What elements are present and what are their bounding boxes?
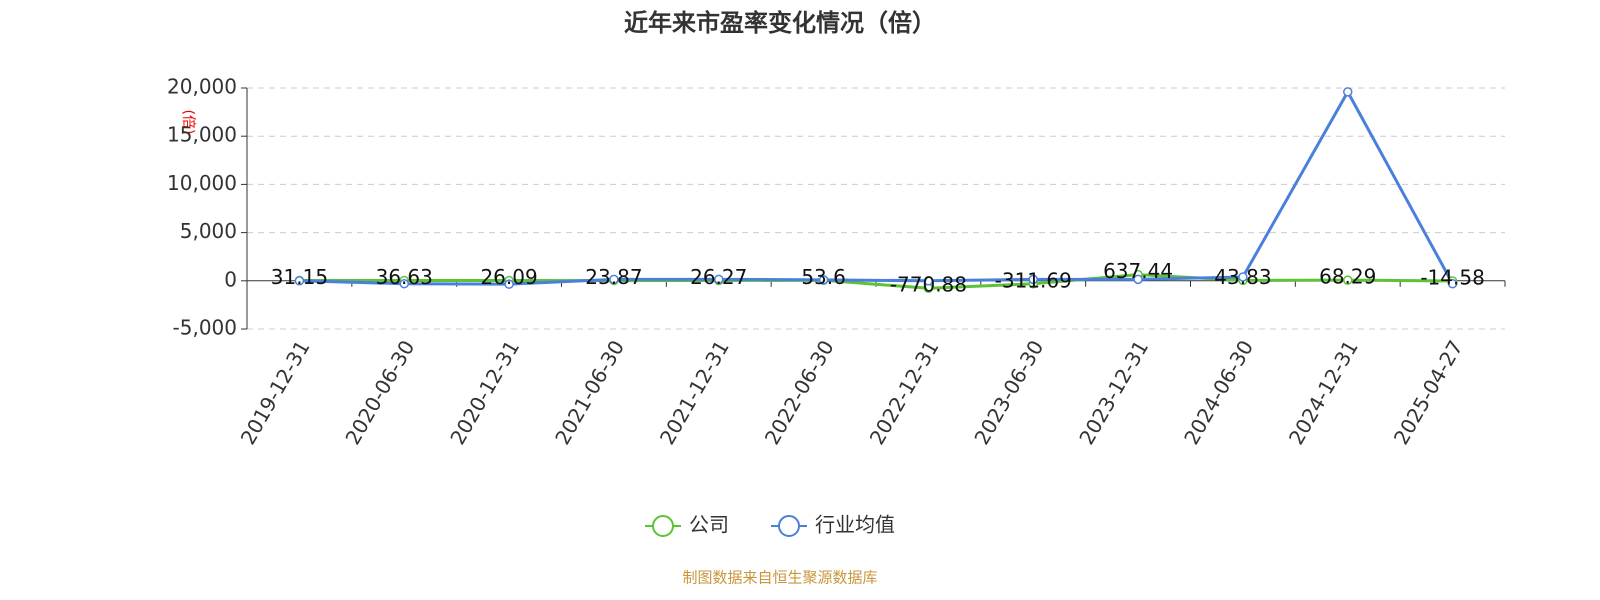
- point: [1238, 272, 1248, 282]
- data-label: 26.27: [690, 265, 747, 289]
- y-tick-label: 20,000: [167, 75, 237, 99]
- x-tick-label: 2022-06-30: [760, 336, 839, 449]
- x-tick-label: 2022-12-31: [865, 336, 944, 449]
- y-tick-label: 5,000: [180, 219, 237, 243]
- data-label: 68.29: [1319, 265, 1376, 289]
- legend-marker: [778, 515, 800, 537]
- legend-item: 公司: [645, 513, 729, 537]
- data-label: 637.44: [1103, 259, 1173, 283]
- y-tick-label: 15,000: [167, 123, 237, 147]
- legend-item: 行业均值: [771, 513, 895, 537]
- point: [714, 274, 724, 285]
- y-tick-label: -5,000: [173, 316, 237, 340]
- data-label: 26.09: [480, 265, 537, 289]
- data-label: 43.83: [1214, 265, 1271, 289]
- data-label: 31.15: [271, 265, 328, 289]
- y-axis-label: (倍): [180, 110, 196, 135]
- x-tick-label: 2021-06-30: [550, 336, 629, 449]
- legend-label: 公司: [689, 513, 729, 537]
- x-tick-label: 2019-12-31: [236, 336, 315, 449]
- x-tick-label: 2021-12-31: [655, 336, 734, 449]
- data-label: -311.69: [995, 268, 1072, 292]
- point: [609, 274, 619, 285]
- legend-label: 行业均值: [815, 513, 895, 537]
- x-tick-label: 2023-06-30: [969, 336, 1048, 449]
- data-label: -770.88: [890, 273, 967, 297]
- series-line: [299, 273, 1453, 290]
- x-tick-label: 2025-04-27: [1389, 336, 1468, 449]
- point: [1343, 275, 1353, 285]
- x-tick-label: 2024-12-31: [1284, 336, 1363, 449]
- point: [399, 278, 409, 289]
- point: [1447, 278, 1458, 289]
- y-tick-label: 10,000: [167, 171, 237, 195]
- data-label: 36.63: [376, 265, 433, 289]
- point: [923, 276, 934, 286]
- chart-title: 近年来市盈率变化情况（倍）: [624, 9, 936, 37]
- point: [1343, 87, 1353, 97]
- data-label: 23.87: [585, 265, 642, 289]
- data-label: 53.6: [801, 265, 846, 289]
- x-tick-label: 2024-06-30: [1179, 336, 1258, 449]
- y-tick-label: 0: [224, 267, 237, 291]
- series-line: [299, 88, 1454, 286]
- point: [504, 279, 514, 289]
- legend-marker: [652, 515, 674, 537]
- source: 制图数据来自恒生聚源数据库: [682, 569, 877, 587]
- point: [1028, 274, 1038, 285]
- point: [818, 275, 829, 285]
- x-tick-label: 2020-06-30: [340, 336, 419, 449]
- point: [1133, 274, 1143, 285]
- x-tick-label: 2023-12-31: [1074, 336, 1153, 449]
- data-label: -14.58: [1420, 265, 1484, 289]
- point: [294, 276, 305, 286]
- x-tick-label: 2020-12-31: [445, 336, 524, 449]
